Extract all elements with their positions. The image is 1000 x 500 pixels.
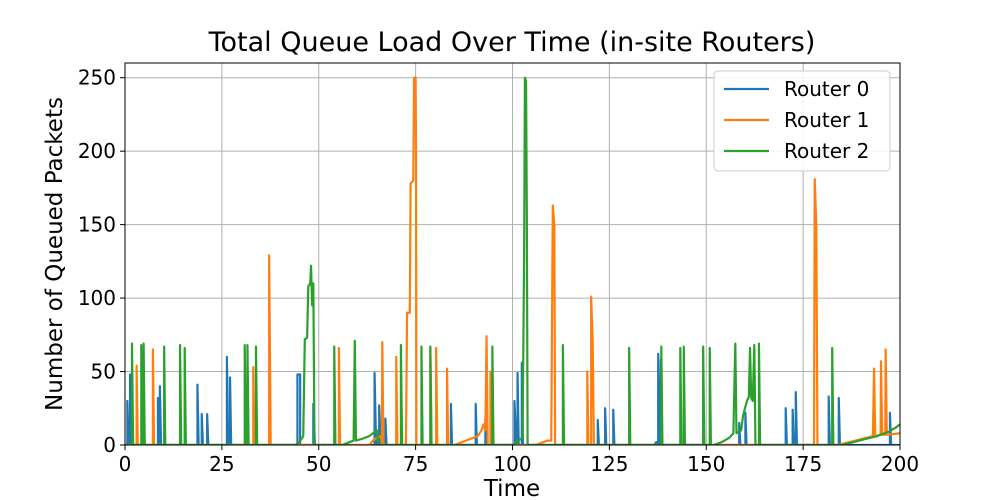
x-tick-label-1: 25 bbox=[209, 452, 234, 476]
series-line-router-1 bbox=[125, 76, 900, 445]
series-layer bbox=[125, 76, 900, 445]
y-axis: 0 50 100 150 200 250 bbox=[78, 66, 125, 457]
legend-label-router-2: Router 2 bbox=[784, 139, 869, 163]
chart-title: Total Queue Load Over Time (in-site Rout… bbox=[208, 27, 816, 58]
x-tick-label-0: 0 bbox=[119, 452, 132, 476]
x-axis: 0 25 50 75 100 125 150 175 200 bbox=[119, 445, 919, 476]
y-tick-label-3: 150 bbox=[78, 213, 116, 237]
x-tick-label-4: 100 bbox=[493, 452, 531, 476]
y-axis-title: Number of Queued Packets bbox=[42, 97, 68, 411]
y-tick-label-0: 0 bbox=[103, 433, 116, 457]
x-tick-label-3: 75 bbox=[403, 452, 428, 476]
series-line-router-2 bbox=[125, 76, 900, 445]
x-tick-label-8: 200 bbox=[881, 452, 919, 476]
legend-label-router-1: Router 1 bbox=[784, 108, 869, 132]
legend-label-router-0: Router 0 bbox=[784, 77, 869, 101]
y-tick-label-4: 200 bbox=[78, 139, 116, 163]
x-tick-label-7: 175 bbox=[784, 452, 822, 476]
x-tick-label-5: 125 bbox=[590, 452, 628, 476]
x-tick-label-6: 150 bbox=[687, 452, 725, 476]
y-tick-label-1: 50 bbox=[91, 360, 116, 384]
x-tick-label-2: 50 bbox=[306, 452, 331, 476]
y-tick-label-2: 100 bbox=[78, 286, 116, 310]
series-line-router-0 bbox=[125, 352, 900, 445]
legend-box bbox=[713, 70, 891, 172]
legend: Router 0 Router 1 Router 2 bbox=[713, 70, 891, 172]
x-axis-title: Time bbox=[483, 476, 540, 500]
y-tick-label-5: 250 bbox=[78, 66, 116, 90]
